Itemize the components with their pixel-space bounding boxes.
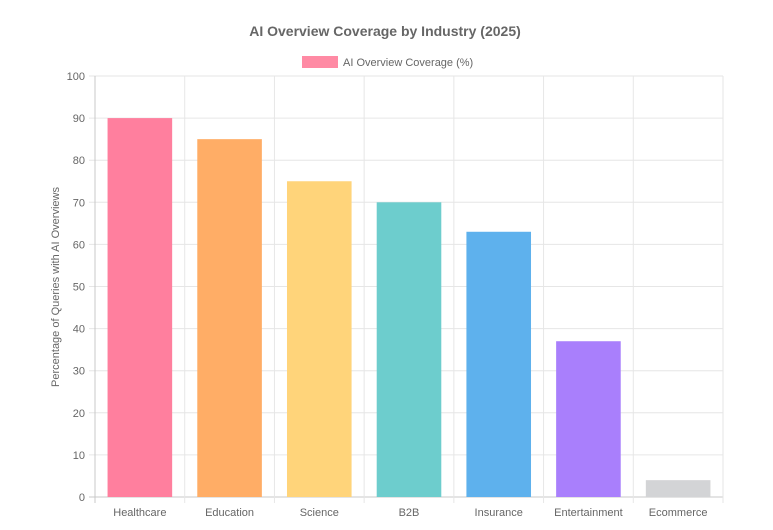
bar-healthcare[interactable] [107, 118, 173, 497]
y-tick-label: 0 [79, 492, 85, 504]
y-tick-label: 60 [73, 239, 85, 251]
y-tick-label: 80 [73, 155, 85, 167]
y-tick-label: 70 [73, 197, 85, 209]
legend-swatch [302, 56, 338, 68]
y-tick-label: 30 [73, 366, 85, 378]
y-tick-label: 40 [73, 324, 85, 336]
x-tick-label: Insurance [475, 507, 523, 519]
bar-b2b[interactable] [376, 202, 442, 498]
x-tick-label: Education [205, 507, 254, 519]
bars [107, 118, 711, 498]
legend[interactable]: AI Overview Coverage (%) [302, 56, 473, 69]
bar-ecommerce[interactable] [645, 480, 711, 497]
x-tick-label: Healthcare [113, 507, 166, 519]
bar-science[interactable] [286, 181, 352, 497]
bar-education[interactable] [197, 139, 262, 497]
x-tick-label: Ecommerce [649, 507, 708, 519]
y-axis-ticks: 0 10 20 30 40 50 60 70 80 90 100 [67, 71, 85, 504]
y-tick-label: 20 [73, 408, 85, 420]
y-tick-label: 90 [73, 113, 85, 125]
y-axis-label: Percentage of Queries with AI Overviews [50, 187, 62, 387]
bar-insurance[interactable] [466, 231, 532, 497]
x-tick-label: Science [300, 507, 339, 519]
legend-label: AI Overview Coverage (%) [343, 57, 473, 69]
y-tick-label: 10 [73, 450, 85, 462]
y-tick-label: 50 [73, 282, 85, 294]
chart-title: AI Overview Coverage by Industry (2025) [249, 23, 521, 39]
y-tick-label: 100 [67, 71, 85, 83]
bar-entertainment[interactable] [556, 341, 621, 497]
x-tick-label: B2B [399, 507, 420, 519]
x-tick-label: Entertainment [554, 507, 622, 519]
x-axis-ticks: Healthcare Education Science B2B Insurance En… [113, 507, 707, 519]
